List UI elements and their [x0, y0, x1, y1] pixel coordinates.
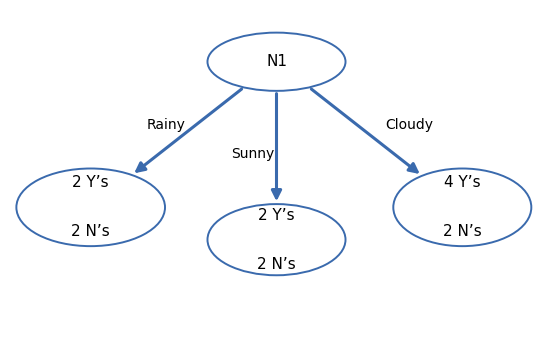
Text: Sunny: Sunny	[231, 147, 275, 161]
Text: Rainy: Rainy	[147, 118, 185, 132]
Text: N1: N1	[266, 54, 287, 69]
Ellipse shape	[17, 168, 165, 246]
Text: Cloudy: Cloudy	[385, 118, 434, 132]
Text: 4 Y’s

2 N’s: 4 Y’s 2 N’s	[443, 175, 482, 239]
Ellipse shape	[207, 33, 346, 91]
Text: 2 Y’s

2 N’s: 2 Y’s 2 N’s	[257, 208, 296, 272]
Ellipse shape	[393, 168, 531, 246]
Ellipse shape	[207, 204, 346, 275]
Text: 2 Y’s

2 N’s: 2 Y’s 2 N’s	[71, 175, 110, 239]
